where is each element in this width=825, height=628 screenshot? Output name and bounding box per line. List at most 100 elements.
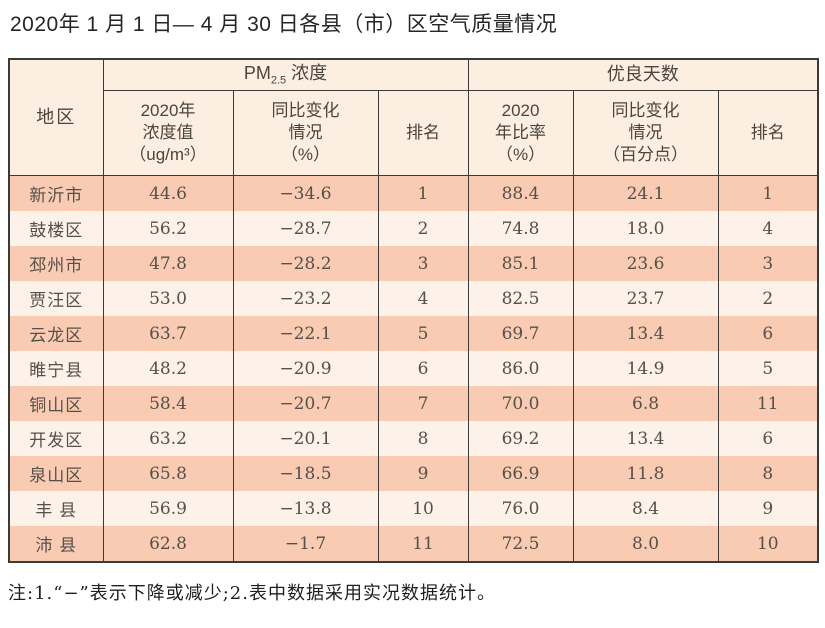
gd-rank-cell: 6 xyxy=(717,316,819,351)
pm-value-cell: 63.7 xyxy=(102,316,234,351)
pm-change-cell: −28.7 xyxy=(232,211,379,246)
pm-value-cell: 53.0 xyxy=(102,281,234,316)
gd-rank-cell: 11 xyxy=(717,386,819,421)
table-row: 开发区 63.2 −20.1 8 69.2 13.4 6 xyxy=(8,421,819,456)
gd-change-cell: 6.8 xyxy=(572,386,719,421)
gd-change-cell: 24.1 xyxy=(572,175,719,211)
gd-ratio-cell: 66.9 xyxy=(467,456,574,491)
table-header: 地区 PM2.5 浓度 优良天数 2020年 浓度值 （ug/m³） 同比变化 … xyxy=(8,58,819,176)
footnote: 注:1.“−”表示下降或减少;2.表中数据采用实况数据统计。 xyxy=(8,583,496,604)
pm-rank-cell: 1 xyxy=(377,175,469,211)
gd-ratio-cell: 88.4 xyxy=(467,175,574,211)
gd-rank-cell: 1 xyxy=(717,175,819,211)
pm-change-cell: −20.7 xyxy=(232,386,379,421)
pm-value-cell: 63.2 xyxy=(102,421,234,456)
gd-change-cell: 8.0 xyxy=(572,526,719,562)
pm-change-cell: −13.8 xyxy=(232,491,379,526)
gd-ratio-cell: 74.8 xyxy=(467,211,574,246)
gd-change-cell: 11.8 xyxy=(572,456,719,491)
gd-ratio-column-header: 2020 年比率 （%） xyxy=(467,90,574,176)
region-cell: 开发区 xyxy=(8,421,104,456)
gd-rank-cell: 4 xyxy=(717,211,819,246)
region-cell: 睢宁县 xyxy=(8,351,104,386)
pm-rank-column-header: 排名 xyxy=(377,90,469,176)
pm-change-cell: −20.9 xyxy=(232,351,379,386)
pm-rank-cell: 3 xyxy=(377,246,469,281)
pm-rank-cell: 4 xyxy=(377,281,469,316)
region-cell: 新沂市 xyxy=(8,175,104,211)
pm-value-cell: 47.8 xyxy=(102,246,234,281)
pm-value-cell: 48.2 xyxy=(102,351,234,386)
region-cell: 丰 县 xyxy=(8,491,104,526)
pm-change-cell: −20.1 xyxy=(232,421,379,456)
gd-rank-cell: 2 xyxy=(717,281,819,316)
header-sub-row: 2020年 浓度值 （ug/m³） 同比变化 情况 （%） 排名 2020 年比… xyxy=(9,90,819,176)
pm-change-cell: −22.1 xyxy=(232,316,379,351)
pm-change-cell: −34.6 xyxy=(232,175,379,211)
gd-rank-cell: 5 xyxy=(717,351,819,386)
gd-rank-cell: 8 xyxy=(717,456,819,491)
table-row: 云龙区 63.7 −22.1 5 69.7 13.4 6 xyxy=(8,316,819,351)
pm-rank-cell: 8 xyxy=(377,421,469,456)
pm25-label-subscript: 2.5 xyxy=(270,74,287,87)
pm-rank-cell: 10 xyxy=(377,491,469,526)
pm-rank-cell: 11 xyxy=(377,526,469,562)
gd-change-cell: 23.7 xyxy=(572,281,719,316)
pm-value-cell: 65.8 xyxy=(102,456,234,491)
region-cell: 云龙区 xyxy=(8,316,104,351)
region-cell: 鼓楼区 xyxy=(8,211,104,246)
gd-rank-column-header: 排名 xyxy=(717,90,819,176)
table-row: 沛 县 62.8 −1.7 11 72.5 8.0 10 xyxy=(8,526,819,562)
pm-value-column-header: 2020年 浓度值 （ug/m³） xyxy=(102,90,234,176)
gd-ratio-cell: 76.0 xyxy=(467,491,574,526)
table-row: 泉山区 65.8 −18.5 9 66.9 11.8 8 xyxy=(8,456,819,491)
gd-change-cell: 13.4 xyxy=(572,316,719,351)
region-cell: 邳州市 xyxy=(8,246,104,281)
gd-change-cell: 8.4 xyxy=(572,491,719,526)
gd-change-cell: 13.4 xyxy=(572,421,719,456)
region-cell: 贾汪区 xyxy=(8,281,104,316)
region-cell: 铜山区 xyxy=(8,386,104,421)
gd-change-column-header: 同比变化 情况 （百分点） xyxy=(572,90,719,176)
pm-rank-cell: 7 xyxy=(377,386,469,421)
pm-change-cell: −18.5 xyxy=(232,456,379,491)
pm25-label-suffix: 浓度 xyxy=(286,63,328,84)
pm-change-cell: −1.7 xyxy=(232,526,379,562)
pm-rank-cell: 2 xyxy=(377,211,469,246)
pm-value-cell: 56.9 xyxy=(102,491,234,526)
pm-value-cell: 56.2 xyxy=(102,211,234,246)
pm-rank-cell: 9 xyxy=(377,456,469,491)
gd-rank-cell: 3 xyxy=(717,246,819,281)
gd-ratio-cell: 69.2 xyxy=(467,421,574,456)
gd-ratio-cell: 70.0 xyxy=(467,386,574,421)
table-row: 邳州市 47.8 −28.2 3 85.1 23.6 3 xyxy=(8,246,819,281)
gd-ratio-cell: 85.1 xyxy=(467,246,574,281)
table-row: 丰 县 56.9 −13.8 10 76.0 8.4 9 xyxy=(8,491,819,526)
gd-ratio-cell: 72.5 xyxy=(467,526,574,562)
gd-rank-cell: 6 xyxy=(717,421,819,456)
pm-rank-cell: 5 xyxy=(377,316,469,351)
gd-rank-cell: 10 xyxy=(717,526,819,562)
pm25-group-header: PM2.5 浓度 xyxy=(102,58,469,91)
gd-ratio-cell: 82.5 xyxy=(467,281,574,316)
gd-ratio-cell: 69.7 xyxy=(467,316,574,351)
region-cell: 沛 县 xyxy=(8,526,104,562)
pm-change-cell: −28.2 xyxy=(232,246,379,281)
region-column-header: 地区 xyxy=(8,58,104,176)
gd-ratio-cell: 86.0 xyxy=(467,351,574,386)
table-row: 睢宁县 48.2 −20.9 6 86.0 14.9 5 xyxy=(8,351,819,386)
table-row: 贾汪区 53.0 −23.2 4 82.5 23.7 2 xyxy=(8,281,819,316)
page-title: 2020年 1 月 1 日— 4 月 30 日各县（市）区空气质量情况 xyxy=(10,13,558,36)
pm-change-column-header: 同比变化 情况 （%） xyxy=(232,90,379,176)
air-quality-table: 地区 PM2.5 浓度 优良天数 2020年 浓度值 （ug/m³） 同比变化 … xyxy=(8,58,820,563)
gd-change-cell: 14.9 xyxy=(572,351,719,386)
gd-change-cell: 18.0 xyxy=(572,211,719,246)
pm-rank-cell: 6 xyxy=(377,351,469,386)
header-group-row: 地区 PM2.5 浓度 优良天数 xyxy=(8,58,819,176)
gd-rank-cell: 9 xyxy=(717,491,819,526)
pm-value-cell: 62.8 xyxy=(102,526,234,562)
region-cell: 泉山区 xyxy=(8,456,104,491)
good-days-group-header: 优良天数 xyxy=(467,58,819,91)
gd-change-cell: 23.6 xyxy=(572,246,719,281)
table-body: 新沂市 44.6 −34.6 1 88.4 24.1 1 鼓楼区 56.2 −2… xyxy=(8,175,819,562)
